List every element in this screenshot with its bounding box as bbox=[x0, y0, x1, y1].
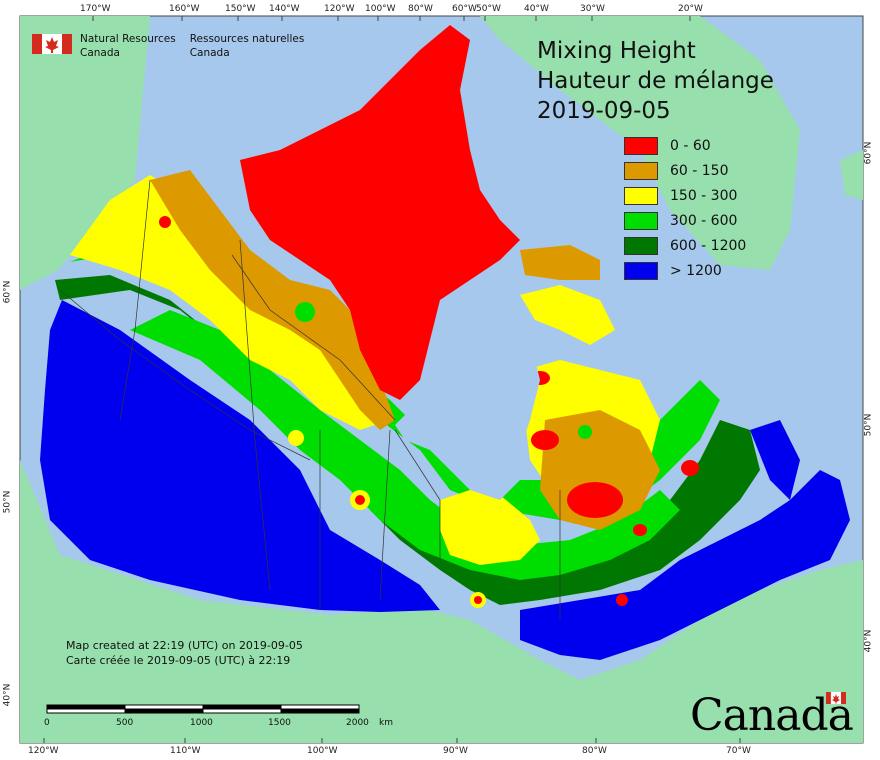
axis-label: 90°W bbox=[443, 746, 468, 756]
axis-label: 140°W bbox=[269, 4, 300, 14]
title-date: 2019-09-05 bbox=[537, 98, 671, 124]
legend-item: 300 - 600 bbox=[624, 208, 746, 233]
scale-label: 1500 bbox=[268, 718, 291, 728]
scale-unit: km bbox=[379, 718, 393, 728]
legend-swatch bbox=[624, 211, 658, 230]
axis-label: 50°N bbox=[2, 490, 13, 514]
axis-label: 150°W bbox=[225, 4, 256, 14]
axis-label: 50°N bbox=[863, 413, 874, 437]
legend-label: 300 - 600 bbox=[670, 212, 738, 229]
map-title: Mixing Height Hauteur de mélange 2019-09… bbox=[537, 36, 774, 126]
legend-label: 600 - 1200 bbox=[670, 237, 747, 254]
legend-item: 0 - 60 bbox=[624, 133, 746, 158]
axis-label: 40°N bbox=[2, 683, 13, 707]
axis-label: 50°W bbox=[476, 4, 501, 14]
agency-name-en-line2: Canada bbox=[80, 47, 120, 59]
axis-label: 60°N bbox=[863, 141, 874, 165]
axis-label: 60°N bbox=[2, 280, 13, 304]
creation-note: Map created at 22:19 (UTC) on 2019-09-05… bbox=[66, 638, 303, 668]
axis-label: 110°W bbox=[170, 746, 201, 756]
scale-label: 2000 bbox=[346, 718, 369, 728]
legend-swatch bbox=[624, 161, 658, 180]
canada-wordmark: Canada bbox=[690, 690, 854, 741]
scale-label: 500 bbox=[116, 718, 134, 728]
axis-label: 70°W bbox=[726, 746, 751, 756]
axis-label: 40°W bbox=[524, 4, 549, 14]
agency-name-en: Natural Resources Canada bbox=[80, 32, 176, 60]
legend-label: 150 - 300 bbox=[670, 187, 738, 204]
axis-label: 100°W bbox=[365, 4, 396, 14]
axis-label: 160°W bbox=[169, 4, 200, 14]
axis-label: 120°W bbox=[324, 4, 355, 14]
legend-label: 0 - 60 bbox=[670, 137, 711, 154]
legend-item: > 1200 bbox=[624, 258, 746, 283]
scale-bar bbox=[46, 704, 360, 714]
mixing-height-layer bbox=[40, 25, 850, 660]
legend-swatch bbox=[624, 261, 658, 280]
canada-flag-icon bbox=[32, 34, 72, 54]
legend-swatch bbox=[624, 186, 658, 205]
legend-swatch bbox=[624, 136, 658, 155]
agency-signature: Natural Resources Canada Ressources natu… bbox=[80, 32, 304, 60]
legend-swatch bbox=[624, 236, 658, 255]
legend-label: > 1200 bbox=[670, 262, 722, 279]
creation-note-fr: Carte créée le 2019-09-05 (UTC) à 22:19 bbox=[66, 654, 291, 667]
agency-name-en-line1: Natural Resources bbox=[80, 33, 176, 45]
axis-label: 80°W bbox=[582, 746, 607, 756]
title-en: Mixing Height bbox=[537, 38, 696, 64]
scale-label: 1000 bbox=[190, 718, 213, 728]
title-fr: Hauteur de mélange bbox=[537, 68, 774, 94]
agency-name-fr: Ressources naturelles Canada bbox=[190, 32, 305, 60]
agency-name-fr-line1: Ressources naturelles bbox=[189, 33, 305, 45]
scale-label: 0 bbox=[44, 718, 50, 728]
legend-item: 150 - 300 bbox=[624, 183, 746, 208]
axis-label: 20°W bbox=[678, 4, 703, 14]
axis-label: 60°W bbox=[452, 4, 477, 14]
frame-ticks bbox=[43, 16, 741, 743]
axis-label: 40°N bbox=[863, 629, 874, 653]
legend-item: 60 - 150 bbox=[624, 158, 746, 183]
legend-item: 600 - 1200 bbox=[624, 233, 746, 258]
legend: 0 - 60 60 - 150 150 - 300 300 - 600 600 … bbox=[624, 133, 746, 283]
axis-label: 80°W bbox=[408, 4, 433, 14]
axis-label: 170°W bbox=[80, 4, 111, 14]
creation-note-en: Map created at 22:19 (UTC) on 2019-09-05 bbox=[66, 639, 303, 652]
axis-label: 120°W bbox=[28, 746, 59, 756]
axis-label: 30°W bbox=[580, 4, 605, 14]
axis-label: 100°W bbox=[307, 746, 338, 756]
wordmark-flag-icon bbox=[826, 691, 846, 705]
legend-label: 60 - 150 bbox=[670, 162, 729, 179]
province-boundaries bbox=[59, 179, 561, 620]
agency-name-fr-line2: Canada bbox=[189, 47, 230, 59]
